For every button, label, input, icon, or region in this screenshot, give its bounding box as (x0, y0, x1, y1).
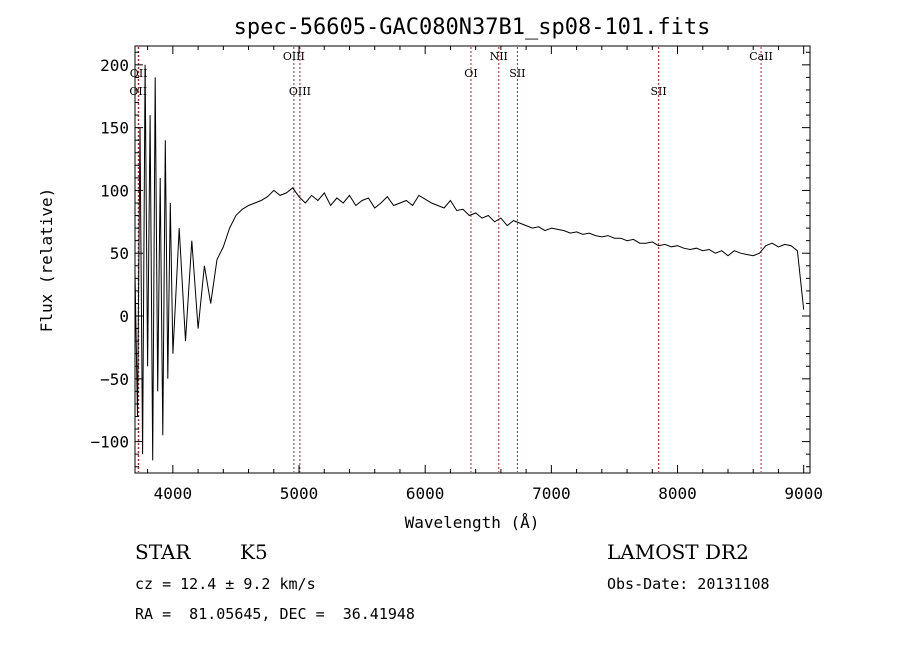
y-tick-label: 150 (100, 119, 129, 138)
x-tick-label: 4000 (154, 484, 193, 503)
y-tick-label: −50 (100, 370, 129, 389)
emission-line-label: OI (464, 67, 477, 80)
y-tick-label: 200 (100, 56, 129, 75)
emission-line-label: OIII (283, 50, 305, 63)
x-tick-label: 7000 (532, 484, 571, 503)
object-subclass: K5 (240, 540, 268, 564)
redshift-cz: cz = 12.4 ± 9.2 km/s (135, 575, 316, 593)
survey-name: LAMOST DR2 (607, 540, 749, 564)
emission-line-label: SII (509, 67, 525, 80)
emission-line-label: SII (650, 85, 666, 98)
x-axis-label: Wavelength (Å) (405, 513, 540, 532)
x-tick-label: 8000 (658, 484, 697, 503)
chart-title: spec-56605-GAC080N37B1_sp08-101.fits (234, 15, 711, 40)
y-tick-label: 0 (119, 307, 129, 326)
x-tick-label: 5000 (280, 484, 319, 503)
emission-line-markers: OIIOIIOIIIOIIIOINIISIISIICaII (129, 47, 773, 472)
y-tick-label: 50 (110, 244, 129, 263)
plot-frame (134, 45, 811, 474)
emission-line-label: CaII (749, 50, 773, 63)
emission-line-label: OIII (289, 85, 311, 98)
observation-date: Obs-Date: 20131108 (607, 575, 770, 593)
x-tick-label: 9000 (784, 484, 823, 503)
spectrum-line (134, 64, 805, 461)
y-axis-ticks: −100 −50 0 50 100 150 200 (90, 51, 810, 468)
y-tick-label: −100 (90, 433, 129, 452)
y-tick-label: 100 (100, 181, 129, 200)
coordinates: RA = 81.05645, DEC = 36.41948 (135, 605, 415, 623)
object-class: STAR (135, 540, 191, 564)
x-axis-ticks: 4000 5000 6000 7000 8000 9000 (147, 46, 823, 503)
y-axis-label: Flux (relative) (37, 188, 56, 333)
x-tick-label: 6000 (406, 484, 445, 503)
plot-area (134, 64, 805, 461)
emission-line-label: NII (490, 50, 508, 63)
emission-line-label: OII (130, 67, 148, 80)
